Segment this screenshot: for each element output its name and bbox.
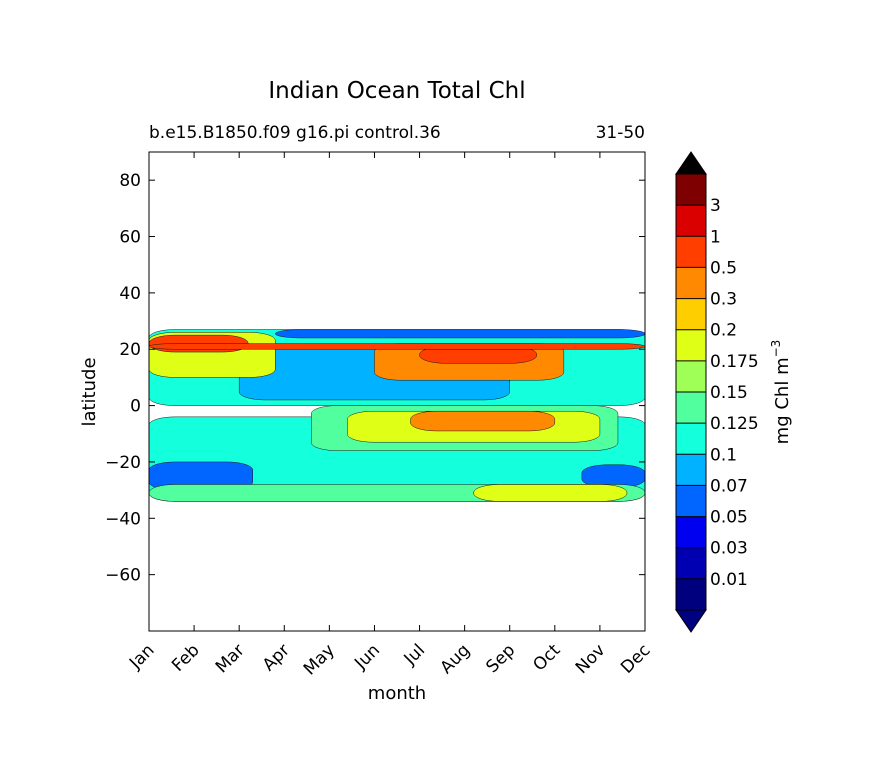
plot-frame [148, 151, 646, 632]
colorbar-segment [676, 298, 706, 330]
x-tick-label: Sep [482, 640, 519, 677]
colorbar-tick-label: 0.03 [710, 539, 748, 559]
y-tick-label: 20 [119, 340, 141, 360]
x-tick-label: Apr [259, 640, 294, 675]
colorbar-label: mg Chl m−3 [769, 340, 793, 445]
x-tick-label: Jul [400, 640, 429, 669]
heatmap-field [149, 329, 645, 502]
x-tick-label: Oct [529, 640, 564, 675]
colorbar-tick-label: 0.3 [710, 290, 737, 310]
y-tick-label: 80 [119, 171, 141, 191]
chart-subtitle-left: b.e15.B1850.f09 g16.pi control.36 [149, 123, 441, 143]
colorbar-tick-label: 0.01 [710, 570, 748, 590]
colorbar-segment [676, 236, 706, 268]
colorbar-frame [675, 173, 707, 611]
heatmap-region-south-low-east [581, 464, 645, 488]
x-tick-label: Nov [572, 640, 610, 678]
y-tick-label: −20 [105, 453, 141, 473]
colorbar-label-exponent: −3 [769, 340, 783, 358]
x-tick-label: Jan [125, 640, 158, 673]
colorbar-segment [676, 485, 706, 517]
colorbar-tick-label: 0.07 [710, 476, 748, 496]
colorbar-segment [676, 454, 706, 486]
colorbar-segment [676, 578, 706, 610]
y-tick-label: 0 [130, 397, 141, 417]
colorbar-segment [676, 267, 706, 299]
colorbar-segment [676, 174, 706, 206]
heatmap-region-northern-edge-low [275, 329, 645, 339]
colorbar-segment [676, 360, 706, 392]
x-tick-label: May [300, 640, 339, 679]
colorbar-extend-min [675, 609, 707, 633]
x-tick-label: Aug [437, 640, 475, 678]
x-tick-label: Feb [168, 640, 203, 675]
colorbar-segment [676, 205, 706, 237]
y-tick-label: −40 [105, 509, 141, 529]
x-axis-label: month [368, 683, 426, 704]
colorbar-segment [676, 392, 706, 424]
colorbar-tick-label: 0.5 [710, 258, 737, 278]
x-tick-label: Dec [617, 640, 654, 677]
chart-title: Indian Ocean Total Chl [268, 78, 525, 104]
colorbar-tick-label: 0.125 [710, 414, 759, 434]
colorbar-extend-max [675, 151, 707, 175]
colorbar-tick-label: 0.1 [710, 445, 737, 465]
colorbar-segment [676, 547, 706, 579]
colorbar-tick-label: 0.15 [710, 383, 748, 403]
colorbar-segment [676, 516, 706, 548]
x-tick-label: Mar [212, 640, 249, 677]
colorbar-label-text: mg Chl m [772, 357, 793, 444]
colorbar-tick-label: 0.175 [710, 352, 759, 372]
y-tick-label: −60 [105, 566, 141, 586]
x-tick-label: Jun [350, 640, 384, 674]
colorbar-tick-label: 0.2 [710, 321, 737, 341]
plot-area [148, 151, 646, 632]
colorbar-tick-label: 1 [710, 227, 721, 247]
heatmap-region-equatorial-bloom-core [410, 410, 556, 432]
heatmap-region-south-gyre-bloom [473, 484, 628, 502]
heatmap-region-gulf-band [149, 343, 645, 350]
colorbar: 0.01 0.03 0.05 0.07 0.1 0.125 0.15 0.175 0.2 0.3 0… [675, 151, 759, 633]
y-tick-label: 40 [119, 284, 141, 304]
chart-subtitle-right: 31-50 [596, 123, 645, 143]
y-tick-label: 60 [119, 228, 141, 248]
colorbar-tick-label: 0.05 [710, 508, 748, 528]
colorbar-tick-label: 3 [710, 196, 721, 216]
y-axis-label: latitude [79, 357, 100, 426]
colorbar-segment [676, 329, 706, 361]
y-axis: 80 60 40 20 0 −20 −40 −60 [105, 171, 645, 586]
colorbar-segment [676, 423, 706, 455]
